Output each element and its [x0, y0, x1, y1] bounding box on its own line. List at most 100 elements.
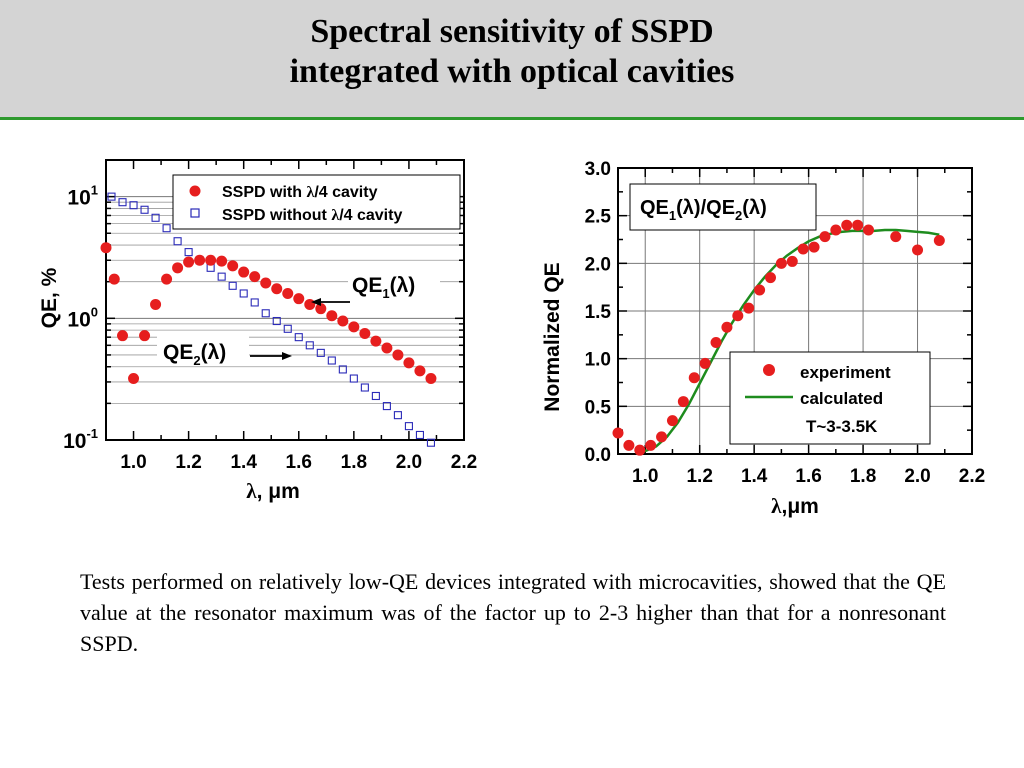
legend-box	[172, 174, 461, 230]
data-point-without-cavity	[349, 374, 358, 383]
legend-label-experiment: experiment	[800, 363, 891, 382]
legend-label-with-cavity: SSPD with λ/4 cavity	[222, 184, 378, 201]
data-point-without-cavity	[294, 333, 303, 342]
chart-normalized-qe: 0.0 0.5 1.0 1.5 2.0 2.5 3.0 1.0 1.2 1.4 1.6 1.8 2.0 2…	[541, 159, 985, 518]
y-tick-label: 1.0	[585, 350, 611, 371]
x-tick-label: 2.2	[959, 466, 985, 487]
x-tick-label: 2.0	[396, 452, 422, 473]
data-point-with-cavity	[238, 266, 250, 278]
x-tick-label: 1.0	[632, 466, 658, 487]
data-point-with-cavity	[227, 260, 239, 272]
data-point-without-cavity	[382, 402, 391, 411]
data-point-with-cavity	[271, 283, 283, 295]
data-point-without-cavity	[151, 213, 160, 222]
calculated-curve	[639, 228, 940, 454]
experiment-data-point	[808, 241, 820, 253]
text-run: 10	[63, 430, 86, 453]
text-run: λ	[331, 207, 339, 224]
text-run: 2	[735, 208, 742, 223]
data-point-with-cavity	[403, 357, 415, 369]
data-point-with-cavity	[326, 310, 338, 322]
annotation-qe2-arrowhead	[282, 352, 292, 360]
text-run: 1	[382, 286, 389, 301]
experiment-data-point	[732, 310, 744, 322]
annotation-qe2: QE2(λ)	[163, 341, 226, 368]
experiment-data-point	[890, 231, 902, 243]
y-tick-label: 100	[67, 304, 98, 331]
x-tick-label: 1.8	[341, 452, 367, 473]
y-tick-label: 2.0	[585, 254, 611, 275]
data-point-with-cavity	[139, 330, 151, 342]
experiment-data-point	[699, 357, 711, 369]
x-tick-label: 1.6	[795, 466, 821, 487]
experiment-data-point	[612, 427, 624, 439]
y-tick-label: 2.5	[585, 207, 612, 228]
data-point-with-cavity	[161, 273, 173, 285]
x-tick-label: 2.0	[904, 466, 930, 487]
text-run: QE	[640, 197, 669, 219]
x-axis-label: λ,μm	[771, 494, 819, 518]
data-point-without-cavity	[184, 248, 193, 257]
experiment-data-point	[933, 234, 945, 246]
data-point-without-cavity	[261, 309, 270, 318]
experiment-data-point	[786, 255, 798, 267]
data-point-without-cavity	[404, 422, 413, 431]
x-tick-label: 2.2	[451, 452, 477, 473]
text-run: (λ)	[742, 197, 766, 219]
data-point-with-cavity	[359, 328, 371, 340]
text-run: , μm	[257, 480, 300, 503]
experiment-data-point	[645, 439, 657, 451]
text-run: 10	[67, 187, 90, 210]
experiment-data-point	[819, 231, 831, 243]
data-point-with-cavity	[392, 349, 404, 361]
data-point-without-cavity	[140, 205, 149, 214]
data-point-with-cavity	[172, 262, 184, 274]
data-point-with-cavity	[348, 321, 360, 333]
annotation-qe1-background	[348, 268, 440, 300]
experiment-data-point	[754, 284, 766, 296]
data-point-with-cavity	[108, 273, 120, 285]
y-axis-label: QE, %	[38, 267, 61, 328]
data-point-without-cavity	[338, 365, 347, 374]
text-run: /4 cavity	[314, 184, 377, 201]
text-run: λ	[246, 479, 257, 503]
data-point-with-cavity	[183, 256, 195, 268]
x-tick-label: 1.8	[850, 466, 876, 487]
experiment-data-point	[656, 431, 668, 443]
text-run: λ	[771, 494, 782, 518]
experiment-data-point	[912, 244, 924, 256]
text-run: SSPD with	[222, 184, 306, 201]
data-point-without-cavity	[228, 281, 237, 290]
y-tick-label: 3.0	[585, 159, 611, 180]
text-run: QE	[163, 341, 193, 364]
experiment-data-point	[764, 272, 776, 284]
text-run: 10	[67, 308, 90, 331]
experiment-data-point	[634, 444, 646, 456]
x-axis-label: λ, μm	[246, 479, 300, 503]
data-point-with-cavity	[293, 293, 305, 305]
data-point-with-cavity	[282, 287, 294, 299]
data-point-with-cavity	[304, 298, 316, 310]
experiment-data-point	[688, 372, 700, 384]
experiment-data-point	[841, 219, 853, 231]
data-point-without-cavity	[415, 430, 424, 440]
data-point-with-cavity	[260, 277, 272, 289]
text-run: -1	[86, 426, 98, 441]
data-point-without-cavity	[173, 237, 182, 246]
data-point-with-cavity	[216, 255, 228, 267]
x-tick-label: 1.2	[686, 466, 712, 487]
text-run: (λ)/QE	[676, 197, 735, 219]
data-point-without-cavity	[371, 391, 380, 401]
title-bar: Spectral sensitivity of SSPD integrated …	[0, 0, 1024, 120]
data-point-without-cavity	[316, 348, 325, 357]
text-run: 1	[91, 183, 98, 198]
y-tick-label: 0.5	[585, 397, 612, 418]
data-point-without-cavity	[283, 324, 292, 333]
slide-caption: Tests performed on relatively low-QE dev…	[80, 569, 946, 656]
text-run: (λ)	[201, 341, 227, 364]
data-point-with-cavity	[194, 254, 206, 266]
experiment-data-point	[666, 415, 678, 427]
text-run: QE	[352, 274, 382, 297]
